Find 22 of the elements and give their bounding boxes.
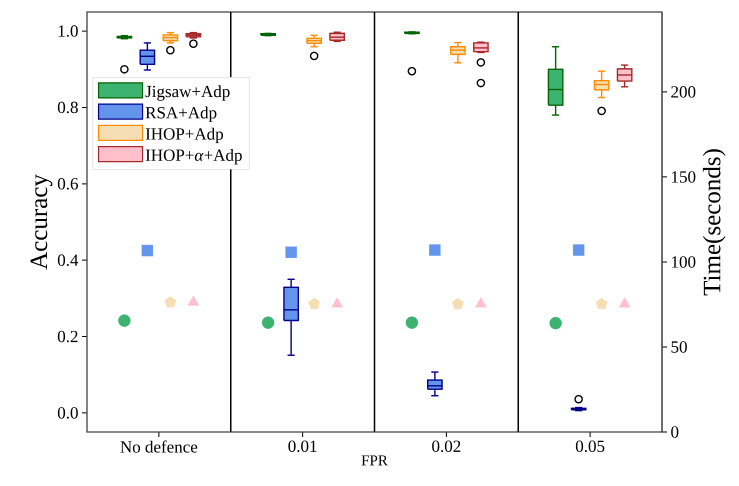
y-tick-label: 0.0 (58, 407, 78, 419)
y2-tick-label: 150 (672, 171, 696, 183)
legend-label: IHOP+α+Adp (146, 148, 242, 164)
y-tick-label: 1.0 (58, 25, 78, 37)
legend-label: Jigsaw+Adp (146, 85, 230, 101)
y2-tick-label: 100 (672, 256, 696, 268)
x-tick-label: 0.05 (576, 440, 604, 452)
legend-label: IHOP+Adp (146, 128, 224, 144)
legend-label: RSA+Adp (146, 106, 216, 122)
y2-tick-label: 0 (671, 426, 678, 438)
y-tick-label: 0.2 (58, 330, 78, 342)
x-tick-label: 0.02 (432, 440, 460, 452)
y-tick-label: 0.8 (58, 102, 78, 114)
x-tick-label: 0.01 (288, 440, 316, 452)
y2-tick-label: 200 (671, 86, 696, 98)
y-tick-label: 0.6 (58, 178, 78, 190)
y-tick-label: 0.4 (58, 254, 78, 266)
y-axis-title: Accuracy (30, 174, 52, 270)
x-tick-label: No defence (120, 440, 198, 453)
y2-tick-label: 50 (672, 341, 687, 353)
x-axis-title: FPR (362, 455, 388, 466)
y2-axis-title: Time(seconds) (702, 149, 726, 296)
